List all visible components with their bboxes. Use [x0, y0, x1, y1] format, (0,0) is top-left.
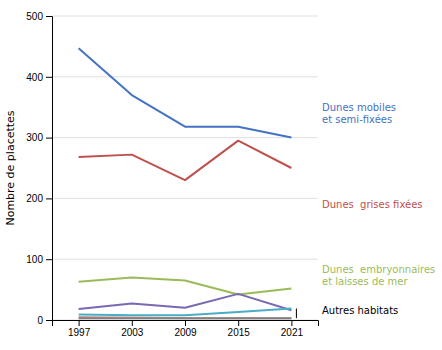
- x-tick-label: 2009: [174, 327, 197, 338]
- chart: 1997 2003 2009 2015 2021 0 100 200 300 400 500 Dune…: [0, 0, 442, 350]
- annotation: Dunes embryonnaireset laisses de mer: [322, 264, 435, 287]
- grid-line: [52, 137, 318, 138]
- grid: [52, 16, 318, 320]
- annotation-line: Dunes mobiles: [322, 102, 396, 113]
- y-axis: 0 100 200 300 400 500: [26, 11, 52, 326]
- x-tick-mark: [185, 320, 186, 326]
- grid-line: [52, 198, 318, 199]
- x-tick: 2009: [174, 320, 197, 338]
- series-line: [79, 294, 292, 310]
- y-tick-label: 400: [26, 72, 43, 83]
- annotation: Autres habitats: [322, 305, 398, 316]
- y-tick-label: 300: [26, 132, 43, 143]
- x-tick-label: 2015: [228, 327, 251, 338]
- x-tick-mark: [291, 320, 292, 326]
- series-line: [79, 308, 292, 315]
- x-tick-label: 1997: [68, 327, 91, 338]
- y-tick: 400: [26, 72, 52, 83]
- y-tick-mark: [46, 320, 52, 321]
- y-tick-label: 100: [26, 254, 43, 265]
- grid-line: [52, 76, 318, 77]
- y-tick-label: 0: [37, 315, 43, 326]
- x-axis: 1997 2003 2009 2015 2021: [53, 320, 319, 338]
- annotation-line: Dunes grises fixées: [322, 199, 423, 210]
- y-tick-mark: [46, 259, 52, 260]
- y-tick: 200: [26, 193, 52, 204]
- series-line: [79, 317, 292, 319]
- annotation-line: Dunes embryonnaires: [322, 264, 435, 275]
- grid-line: [52, 259, 318, 260]
- y-tick: 300: [26, 132, 52, 143]
- annotation-line: et semi-fixées: [322, 114, 392, 125]
- series-line: [79, 317, 292, 318]
- y-axis-title: Nombre de placettes: [4, 110, 17, 225]
- x-tick-mark: [132, 320, 133, 326]
- bracket: [296, 308, 297, 318]
- x-tick: 1997: [68, 320, 91, 338]
- y-tick: 500: [26, 11, 52, 22]
- y-tick: 0: [37, 315, 52, 326]
- y-tick-mark: [46, 77, 52, 78]
- annotation: Dunes grises fixées: [322, 199, 423, 210]
- y-tick-mark: [46, 198, 52, 199]
- y-tick-label: 200: [26, 193, 43, 204]
- y-axis-line: [46, 17, 53, 321]
- x-tick: 2021: [281, 320, 304, 338]
- annotation-line: et laisses de mer: [322, 276, 408, 287]
- x-tick-label: 2003: [121, 327, 144, 338]
- x-axis-line: [53, 321, 319, 327]
- series-line: [79, 48, 292, 137]
- x-tick: 2003: [121, 320, 144, 338]
- x-tick-label: 2021: [281, 327, 304, 338]
- y-tick-mark: [46, 16, 52, 17]
- x-tick-mark: [79, 320, 80, 326]
- annotation: Dunes mobileset semi-fixées: [322, 102, 396, 125]
- y-tick-label: 500: [26, 11, 43, 22]
- x-tick: 2015: [228, 320, 251, 338]
- annotations: Dunes mobileset semi-fixées Dunes grises …: [296, 102, 435, 318]
- plot: 1997 2003 2009 2015 2021 0 100 200 300 400 500 Dune…: [26, 11, 435, 338]
- y-tick-mark: [46, 138, 52, 139]
- series-line: [79, 141, 292, 181]
- x-tick-mark: [238, 320, 239, 326]
- annotation-line: Autres habitats: [322, 305, 398, 316]
- series-line: [79, 277, 292, 294]
- grid-line: [52, 16, 318, 17]
- y-tick: 100: [26, 254, 52, 265]
- lines: [79, 48, 292, 318]
